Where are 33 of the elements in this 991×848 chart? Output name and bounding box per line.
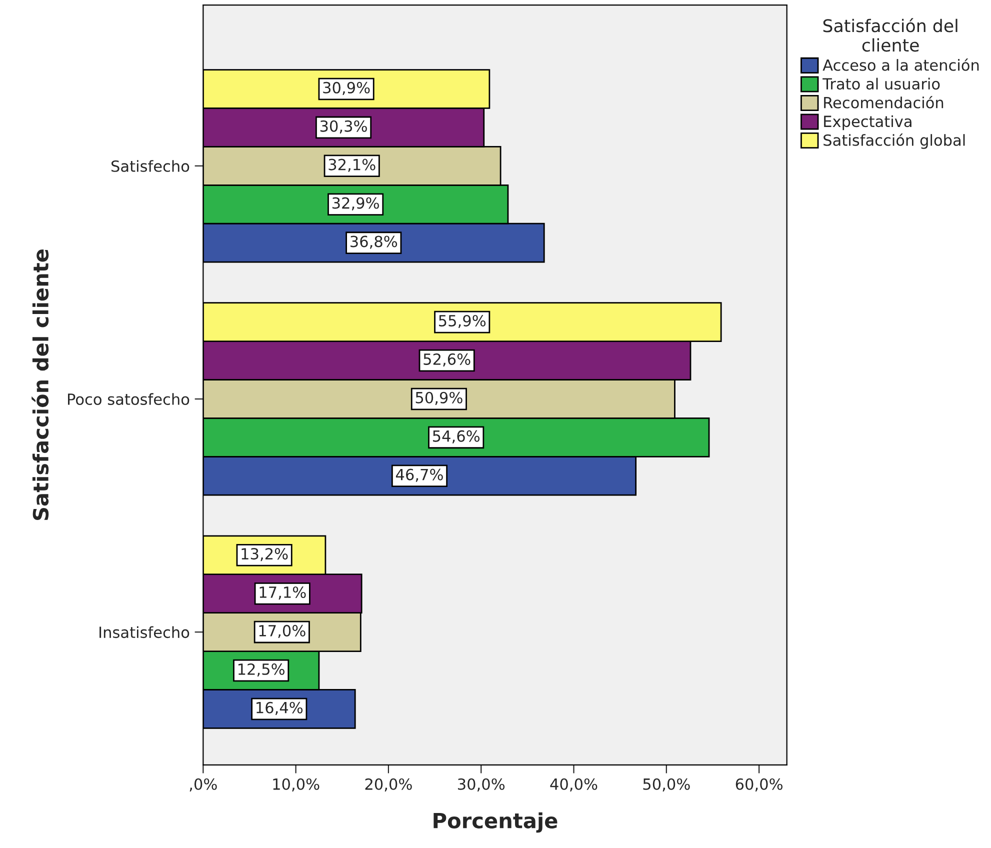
data-label: 52,6% xyxy=(424,353,470,367)
legend-label: Trato al usuario xyxy=(822,78,940,90)
data-label: 50,9% xyxy=(416,392,462,405)
x-tick-label: 50,0% xyxy=(643,778,690,792)
y-axis-title: Satisfacción del cliente xyxy=(32,249,49,520)
data-label: 55,9% xyxy=(439,314,486,328)
y-tick-label: Insatisfecho xyxy=(100,626,190,638)
x-tick-label: 30,0% xyxy=(458,778,505,792)
data-label: 12,5% xyxy=(238,663,284,676)
y-tick-label: Satisfecho xyxy=(112,160,190,172)
legend-label: Acceso a la atención xyxy=(822,58,979,71)
legend-label: Satisfacción global xyxy=(824,133,965,149)
data-label: 30,9% xyxy=(323,82,370,95)
legend-label: Expectativa xyxy=(824,115,912,130)
legend-title: Satisfacción del cliente xyxy=(823,18,958,52)
data-label: 13,2% xyxy=(242,548,288,562)
x-tick-label: ,0% xyxy=(190,778,217,792)
data-label: 54,6% xyxy=(433,430,480,444)
x-axis-title: Porcentaje xyxy=(434,812,558,833)
data-label: 46,7% xyxy=(396,468,443,482)
data-label: 32,9% xyxy=(332,197,379,210)
data-label: 17,1% xyxy=(260,586,306,600)
legend-label: Recomendación xyxy=(824,96,944,108)
data-label: 32,1% xyxy=(328,158,376,172)
x-tick-label: 20,0% xyxy=(365,778,412,792)
x-tick-label: 60,0% xyxy=(736,778,782,792)
x-tick-label: 40,0% xyxy=(550,778,598,792)
data-label: 16,4% xyxy=(256,702,303,715)
data-label: 30,3% xyxy=(320,120,367,134)
data-label: 36,8% xyxy=(350,236,398,249)
data-label: 17,0% xyxy=(259,624,306,638)
x-tick-label: 10,0% xyxy=(273,778,320,792)
y-tick-label: Poco satosfecho xyxy=(68,393,190,405)
